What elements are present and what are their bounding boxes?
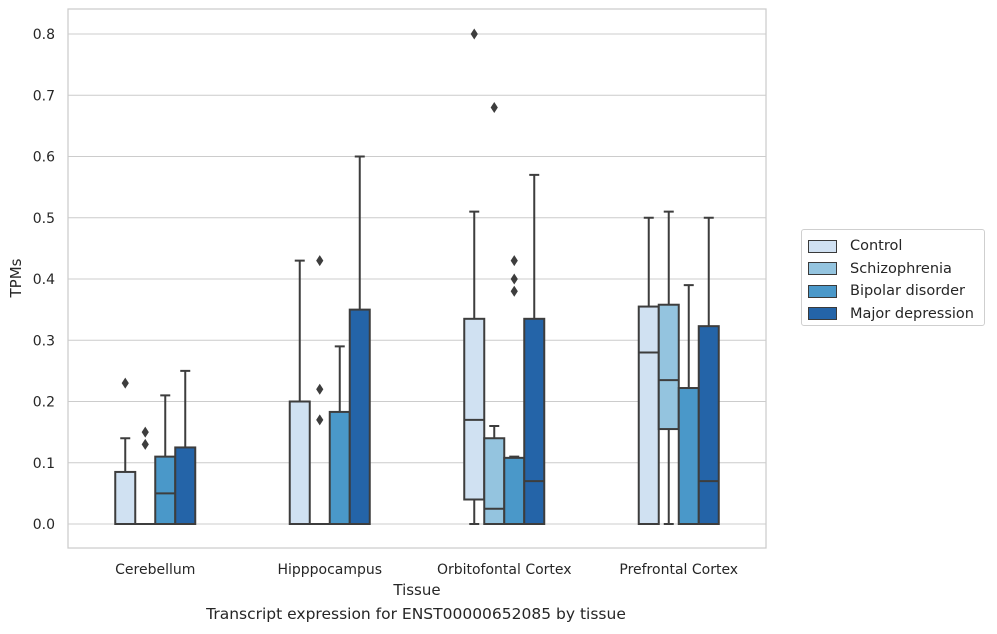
box-bipolar-disorder-orbitofontal-cortex-outlier-1	[510, 273, 518, 285]
y-tick-label-6: 0.6	[33, 150, 55, 166]
box-schizophrenia-hipppocampus	[309, 255, 330, 525]
series-schizophrenia	[135, 102, 680, 525]
box-control-cerebellum-outlier-0	[121, 377, 129, 389]
y-tick-label-5: 0.5	[33, 211, 55, 227]
series-control	[114, 28, 660, 525]
legend: Control Schizophrenia Bipolar disorder M…	[801, 229, 985, 326]
x-tick-label-cerebellum: Cerebellum	[115, 562, 195, 578]
legend-swatch-bipolar-disorder	[808, 284, 837, 298]
box-schizophrenia-hipppocampus-outlier-2	[316, 255, 324, 267]
box-control-cerebellum-body	[114, 470, 137, 525]
box-bipolar-disorder-prefrontal-cortex-body	[677, 387, 700, 525]
legend-item-control: Control	[808, 235, 984, 258]
y-axis-label: TPMs	[7, 258, 25, 298]
box-schizophrenia-cerebellum-outlier-0	[141, 438, 149, 450]
box-schizophrenia-prefrontal-cortex	[657, 210, 680, 525]
series-major-depression	[174, 155, 720, 525]
box-control-orbitofontal-cortex-body	[463, 317, 486, 501]
x-axis-ticks: Cerebellum Hipppocampus Orbitofontal Corte…	[115, 562, 738, 578]
box-schizophrenia-orbitofontal-cortex-body	[483, 437, 506, 525]
box-bipolar-disorder-orbitofontal-cortex-outlier-2	[510, 255, 518, 267]
box-bipolar-disorder-orbitofontal-cortex	[503, 255, 526, 526]
box-schizophrenia-hipppocampus-outlier-0	[316, 414, 324, 426]
y-tick-label-1: 0.1	[33, 456, 55, 472]
legend-item-schizophrenia: Schizophrenia	[808, 258, 984, 281]
legend-swatch-control	[808, 239, 837, 253]
box-major-depression-hipppocampus-body	[348, 308, 371, 525]
legend-label-schizophrenia: Schizophrenia	[850, 260, 952, 277]
box-control-cerebellum	[114, 377, 137, 525]
box-control-orbitofontal-cortex-outlier-0	[470, 28, 478, 40]
x-tick-label-orbitofontal-cortex: Orbitofontal Cortex	[437, 562, 572, 578]
box-major-depression-orbitofontal-cortex-body	[523, 317, 546, 525]
x-tick-label-hipppocampus: Hipppocampus	[277, 562, 382, 578]
y-tick-label-0: 0.0	[33, 517, 55, 533]
y-tick-label-2: 0.2	[33, 395, 55, 411]
box-control-prefrontal-cortex-body	[637, 305, 660, 525]
box-schizophrenia-cerebellum	[135, 426, 156, 525]
box-major-depression-hipppocampus	[348, 155, 371, 525]
x-axis-label: Tissue	[392, 581, 440, 599]
series-bipolar-disorder	[154, 255, 700, 526]
chart-caption: Transcript expression for ENST0000065208…	[206, 605, 626, 623]
x-tick-label-prefrontal-cortex: Prefrontal Cortex	[619, 562, 738, 578]
box-major-depression-prefrontal-cortex	[697, 216, 720, 525]
box-schizophrenia-hipppocampus-outlier-1	[316, 383, 324, 395]
y-axis-ticks: 0.0 0.1 0.2 0.3 0.4 0.5 0.6 0.7 0.8	[33, 27, 55, 533]
legend-item-bipolar-disorder: Bipolar disorder	[808, 280, 984, 303]
box-bipolar-disorder-orbitofontal-cortex-outlier-0	[510, 285, 518, 297]
box-major-depression-cerebellum-body	[174, 446, 197, 525]
y-tick-label-4: 0.4	[33, 272, 55, 288]
box-major-depression-prefrontal-cortex-body	[697, 325, 720, 525]
box-control-hipppocampus-body	[288, 400, 311, 525]
legend-label-control: Control	[850, 238, 903, 255]
y-tick-label-7: 0.7	[33, 88, 55, 104]
box-bipolar-disorder-hipppocampus-body	[328, 410, 351, 526]
box-bipolar-disorder-cerebellum	[154, 394, 177, 525]
legend-item-major-depression: Major depression	[808, 303, 984, 326]
box-schizophrenia-cerebellum-outlier-1	[141, 426, 149, 438]
box-major-depression-cerebellum	[174, 369, 197, 525]
box-schizophrenia-orbitofontal-cortex-outlier-0	[490, 102, 498, 113]
box-bipolar-disorder-hipppocampus	[328, 345, 351, 526]
legend-label-major-depression: Major depression	[850, 305, 974, 322]
box-schizophrenia-prefrontal-cortex-body	[657, 303, 680, 431]
y-tick-label-8: 0.8	[33, 27, 55, 43]
legend-label-bipolar-disorder: Bipolar disorder	[850, 283, 965, 300]
y-tick-label-3: 0.3	[33, 333, 55, 349]
legend-swatch-schizophrenia	[808, 262, 837, 276]
legend-swatch-major-depression	[808, 307, 837, 321]
box-schizophrenia-orbitofontal-cortex	[483, 102, 506, 525]
plot-frame	[67, 8, 767, 549]
box-major-depression-orbitofontal-cortex	[523, 173, 546, 525]
box-control-orbitofontal-cortex	[463, 28, 486, 525]
box-bipolar-disorder-cerebellum-body	[154, 455, 177, 525]
box-bipolar-disorder-orbitofontal-cortex-body	[503, 456, 526, 526]
box-control-hipppocampus	[288, 259, 311, 525]
box-series	[114, 28, 720, 526]
